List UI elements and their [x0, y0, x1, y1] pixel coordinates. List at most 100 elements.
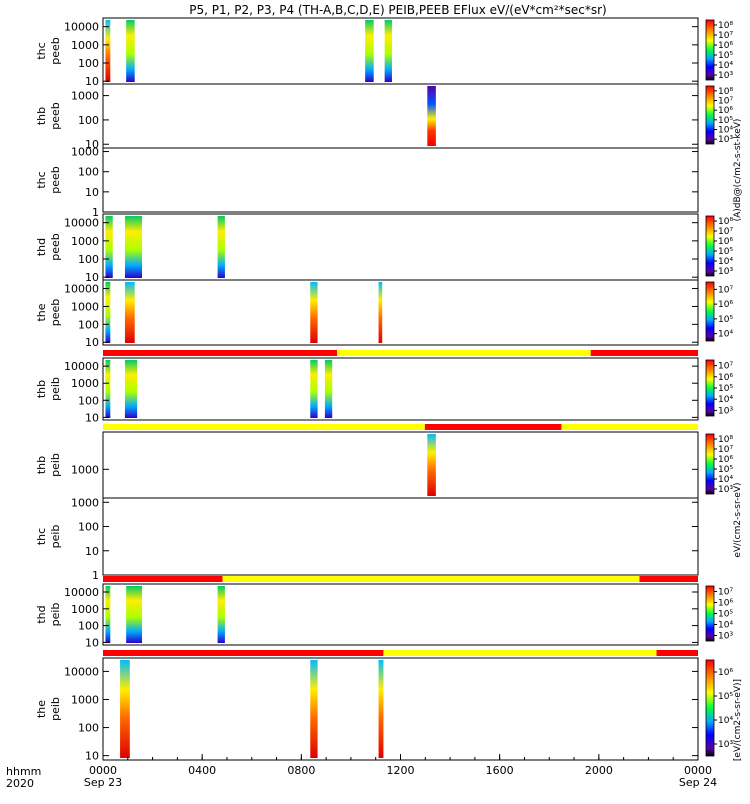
y-tick-label: 1000 — [71, 603, 99, 616]
colorbar-tick-label: 10³ — [718, 740, 733, 750]
colorbar-gradient — [705, 433, 715, 495]
panel-species-label: peib — [49, 603, 62, 627]
colorbar-tick-label: 10⁵ — [718, 610, 733, 620]
colorbar-tick-label: 10⁵ — [718, 247, 733, 257]
mode-bar-segment — [590, 350, 659, 356]
panel-frame — [102, 357, 699, 421]
panel-species-label: peeb — [49, 102, 62, 130]
panel-frame — [102, 497, 699, 576]
panel-probe-label: thd — [35, 238, 48, 256]
panel-probe-label: thb — [35, 456, 48, 474]
panel-the-peeb: 10 100 1000 10000 the peeb — [35, 279, 699, 349]
colorbar-tick-label: 10⁴ — [718, 475, 733, 485]
colorbar-tick-label: 10⁶ — [718, 373, 733, 383]
colorbar: 10⁴ 10⁵ 10⁶ 10⁷ — [705, 281, 733, 342]
panel-species-label: peib — [49, 453, 62, 477]
flux-burst — [105, 586, 111, 643]
panel-thc-peeb: 10 100 1000 10000 thc peeb — [35, 17, 699, 88]
y-tick-label: 1000 — [71, 300, 99, 313]
panel-thb-peib: 10 100 1000 10000 thb peib — [35, 350, 699, 424]
y-tick-label: 1000 — [71, 39, 99, 52]
flux-burst — [324, 360, 333, 418]
colorbar-gradient — [705, 659, 715, 757]
colorbar: 10³ 10⁴ 10⁵ 10⁶ — [705, 659, 733, 757]
y-tick-label: 10 — [85, 271, 99, 284]
colorbar-axis-label-b: eV/(cm2-s-sr-eV) — [733, 482, 743, 557]
y-tick-label: 100 — [78, 620, 99, 633]
x-tick-label: 0400 — [188, 764, 216, 777]
mode-bar-segment — [222, 576, 640, 582]
mode-bar-segment — [561, 424, 698, 430]
y-tick-label: 1 — [92, 569, 99, 582]
flux-burst — [105, 360, 111, 418]
panel-species-label: peeb — [49, 166, 62, 194]
panel-frame — [102, 583, 699, 646]
colorbar-tick-label: 10⁸ — [718, 435, 733, 445]
colorbar-gradient — [705, 281, 715, 342]
y-tick-label: 100 — [78, 521, 99, 534]
colorbar-tick-label: 10⁸ — [718, 21, 733, 31]
flux-burst — [310, 660, 318, 758]
colorbar-tick-label: 10³ — [718, 632, 733, 642]
colorbar-gradient — [705, 85, 715, 145]
colorbar-tick-label: 10⁷ — [718, 362, 733, 372]
panel-frame — [102, 17, 699, 85]
mode-bar-segment — [103, 350, 338, 356]
flux-burst — [427, 86, 436, 146]
panel-species-label: peib — [49, 525, 62, 549]
x-axis-name-line-2: 2020 — [6, 777, 34, 790]
y-tick-label: 10000 — [64, 586, 99, 599]
flux-burst — [310, 282, 318, 343]
panel-thb-peeb: 10 100 1000 thb peeb — [35, 83, 699, 151]
panel-probe-label: thc — [35, 171, 48, 188]
colorbar-tick-label: 10⁴ — [718, 395, 733, 405]
flux-burst — [126, 586, 143, 643]
panel-species-label: peib — [49, 377, 62, 401]
panel-frame — [102, 431, 699, 499]
colorbar-tick-label: 10⁶ — [718, 237, 733, 247]
colorbar-gradient — [705, 215, 715, 277]
x-tick-label: 1200 — [387, 764, 415, 777]
x-tick-label: 0000 — [89, 764, 117, 777]
colorbar-tick-label: 10⁷ — [718, 97, 733, 107]
y-tick-label: 10 — [85, 186, 99, 199]
chart-title: P5, P1, P2, P3, P4 (TH-A,B,C,D,E) PEIB,P… — [189, 3, 606, 17]
y-tick-label: 10 — [85, 750, 99, 763]
colorbar-tick-label: 10⁷ — [718, 285, 733, 295]
y-tick-label: 10 — [85, 545, 99, 558]
panel-frame — [102, 83, 699, 149]
colorbar-tick-label: 10³ — [718, 406, 733, 416]
colorbar-tick-label: 10⁶ — [718, 599, 733, 609]
panel-species-label: peib — [49, 697, 62, 721]
colorbar-tick-label: 10⁵ — [718, 384, 733, 394]
colorbar-tick-label: 10⁷ — [718, 227, 733, 237]
y-tick-label: 10000 — [64, 360, 99, 373]
flux-burst — [126, 20, 135, 82]
panel-probe-label: thc — [35, 42, 48, 59]
panel-frame — [102, 657, 699, 761]
panel-probe-label: the — [35, 303, 48, 321]
colorbar-tick-label: 10⁸ — [718, 87, 733, 97]
colorbar-axis-labels: (A)dB@(c/m2-s-st-keV) eV/(cm2-s-sr-eV) [… — [733, 119, 743, 761]
y-tick-label: 10000 — [64, 21, 99, 34]
panel-probe-label: thc — [35, 528, 48, 545]
mode-bar-segment — [639, 576, 698, 582]
colorbars-group: 10³10⁴10⁵10⁶10⁷10⁸10³10⁴10⁵10⁶10⁷10⁸10³1… — [705, 19, 733, 757]
y-tick-label: 100 — [78, 394, 99, 407]
colorbar-tick-label: 10⁵ — [718, 51, 733, 61]
x-tick-label: 0800 — [287, 764, 315, 777]
colorbar-tick-label: 10⁷ — [718, 31, 733, 41]
flux-burst — [105, 282, 111, 343]
flux-burst — [384, 20, 392, 82]
mode-bar-segment — [424, 424, 562, 430]
y-tick-label: 100 — [78, 722, 99, 735]
mode-bar-segment — [103, 650, 384, 656]
colorbar-tick-label: 10⁶ — [718, 41, 733, 51]
x-tick-label: 0000 — [684, 764, 712, 777]
